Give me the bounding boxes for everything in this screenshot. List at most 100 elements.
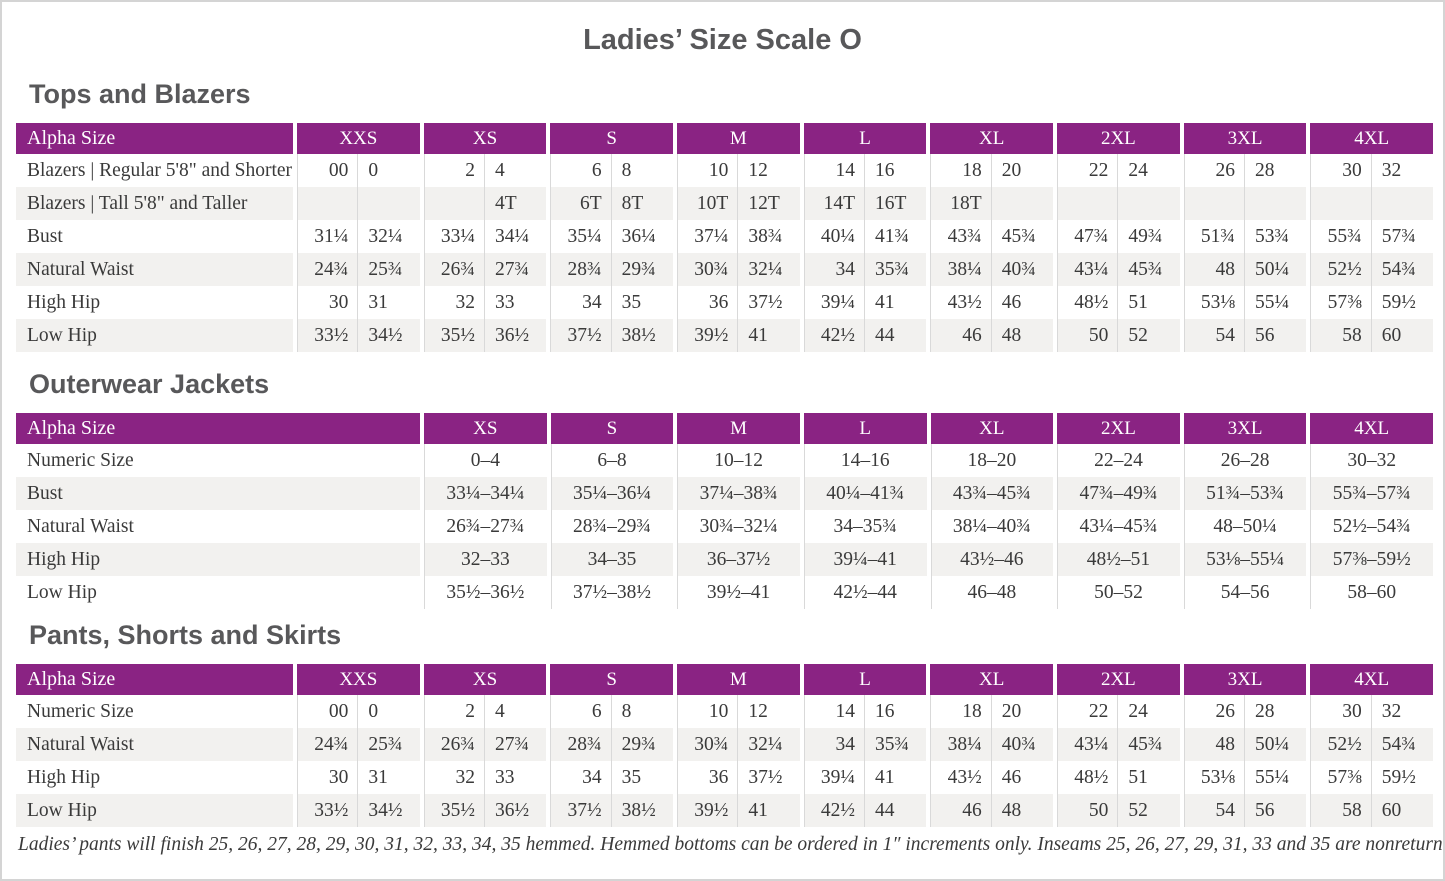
row-label: Low Hip bbox=[27, 581, 97, 603]
size-value-cell: 28¾ bbox=[550, 253, 612, 287]
size-value-cell: 31 bbox=[368, 766, 388, 788]
size-value-cell: 10 bbox=[677, 695, 739, 729]
size-value-cell: 35½–36½ bbox=[420, 576, 547, 610]
size-value-cell: 37½ bbox=[550, 794, 612, 828]
size-value-cell: 24¾ bbox=[297, 253, 359, 287]
size-value-cell: 28¾ bbox=[550, 728, 612, 762]
size-value-cell bbox=[358, 187, 419, 220]
size-value-cell: 43¼ bbox=[1057, 253, 1119, 287]
size-value-cell: 30 bbox=[297, 761, 359, 795]
size-value-cell: 8 bbox=[621, 700, 632, 722]
size-value-cell: 57¾ bbox=[1381, 225, 1416, 247]
size-value-cell: 26 bbox=[1184, 695, 1246, 729]
size-value-cell: 39½ bbox=[677, 319, 739, 353]
size-column-header: XS bbox=[419, 123, 547, 155]
size-value-cell: 37¼ bbox=[677, 220, 739, 254]
size-value-cell: 2 bbox=[424, 695, 485, 729]
section-heading-tops-and-blazers: Tops and Blazers bbox=[29, 79, 251, 110]
size-value-cell: 50–52 bbox=[1053, 576, 1180, 610]
size-column-header: XL bbox=[926, 123, 1054, 155]
size-value-cell: 35½ bbox=[424, 319, 485, 353]
size-value-cell: 36¼ bbox=[621, 225, 656, 247]
size-value-cell: 18 bbox=[930, 695, 992, 729]
size-value-cell bbox=[1057, 187, 1119, 221]
size-value-cell: 38¼ bbox=[930, 253, 992, 287]
size-value-cell: 46 bbox=[1001, 766, 1022, 788]
size-value-cell: 40¼ bbox=[804, 220, 866, 254]
size-group-cell: 57⅜ 59½ bbox=[1306, 761, 1433, 795]
size-group-cell bbox=[1179, 187, 1307, 221]
size-value-cell: 37¼–38¾ bbox=[673, 477, 800, 511]
size-group-cell: 43¾ 45¾ bbox=[926, 220, 1053, 254]
size-value-cell: 32–33 bbox=[420, 543, 547, 577]
table-row: Numeric Size 0–4 6–8 10–12 14–16 18–20 22–24 26… bbox=[16, 444, 1433, 478]
size-value-cell: 33½ bbox=[297, 319, 359, 353]
size-group-cell: 40¼ 41¾ bbox=[799, 220, 927, 254]
size-group-cell: 52½ 54¾ bbox=[1306, 253, 1433, 287]
size-value-cell: 30 bbox=[1310, 154, 1372, 188]
size-value-cell: 58 bbox=[1310, 794, 1372, 828]
size-value-cell: 6 bbox=[550, 695, 612, 729]
size-value-cell: 46 bbox=[930, 319, 992, 353]
size-group-cell: 53⅛ 55¼ bbox=[1179, 761, 1307, 795]
row-label: Natural Waist bbox=[27, 733, 134, 755]
size-value-cell: 56 bbox=[1255, 799, 1275, 821]
size-group-cell: 53⅛ 55¼ bbox=[1179, 286, 1307, 320]
size-value-cell: 26–28 bbox=[1179, 444, 1307, 478]
size-value-cell: 32¼ bbox=[748, 258, 783, 280]
size-value-cell: 0 bbox=[368, 700, 379, 722]
size-group-cell: 54 56 bbox=[1179, 319, 1307, 353]
size-group-cell: 58 60 bbox=[1306, 794, 1433, 828]
row-label: Numeric Size bbox=[27, 700, 134, 722]
size-value-cell: 18–20 bbox=[926, 444, 1054, 478]
size-value-cell: 55¼ bbox=[1255, 766, 1290, 788]
size-value-cell: 39½ bbox=[677, 794, 739, 828]
size-value-cell: 55¾ bbox=[1310, 220, 1372, 254]
size-value-cell: 16T bbox=[875, 192, 907, 214]
size-column-header: XXS bbox=[293, 664, 420, 696]
size-value-cell: 34 bbox=[550, 761, 612, 795]
size-value-cell: 55¼ bbox=[1255, 291, 1290, 313]
size-group-cell: 32 33 bbox=[419, 761, 547, 795]
size-group-cell: 32 33 bbox=[419, 286, 547, 320]
size-value-cell: 14–16 bbox=[799, 444, 927, 478]
size-column-header: S bbox=[546, 123, 674, 155]
size-group-cell: 50 52 bbox=[1053, 319, 1180, 353]
row-label: Low Hip bbox=[27, 324, 97, 346]
size-value-cell: 34 bbox=[550, 286, 612, 320]
size-group-cell: 22 24 bbox=[1053, 154, 1180, 188]
size-value-cell: 36 bbox=[677, 761, 739, 795]
size-column-header: L bbox=[799, 123, 927, 155]
size-value-cell bbox=[424, 187, 485, 221]
table-row: High Hip 30 31 32 33 34 35 36 37½ 39¼ 41 43½ 46 48½ 51… bbox=[16, 761, 1433, 795]
size-value-cell: 41 bbox=[875, 291, 895, 313]
size-value-cell: 57⅜ bbox=[1310, 286, 1372, 320]
size-value-cell: 14 bbox=[804, 695, 866, 729]
size-value-cell: 48 bbox=[1001, 799, 1022, 821]
size-group-cell: 42½ 44 bbox=[799, 319, 927, 353]
size-group-cell: 36 37½ bbox=[673, 286, 800, 320]
size-value-cell: 40¾ bbox=[1001, 258, 1036, 280]
size-value-cell: 60 bbox=[1381, 799, 1402, 821]
size-column-header: 4XL bbox=[1306, 664, 1434, 696]
size-value-cell: 54 bbox=[1184, 794, 1246, 828]
size-group-cell bbox=[293, 187, 420, 221]
size-group-cell: 35½ 36½ bbox=[419, 794, 547, 828]
size-value-cell: 12 bbox=[748, 159, 768, 181]
size-value-cell: 42½–44 bbox=[799, 576, 927, 610]
size-value-cell: 40¼–41¾ bbox=[799, 477, 927, 511]
size-value-cell: 37½ bbox=[748, 766, 783, 788]
size-value-cell: 33½ bbox=[297, 794, 359, 828]
size-group-cell: 30 32 bbox=[1306, 154, 1433, 188]
size-value-cell: 36–37½ bbox=[673, 543, 800, 577]
row-label: Natural Waist bbox=[27, 258, 134, 280]
size-value-cell: 32¼ bbox=[748, 733, 783, 755]
size-value-cell: 38½ bbox=[621, 799, 656, 821]
size-column-header: 3XL bbox=[1179, 664, 1307, 696]
size-value-cell: 24 bbox=[1128, 700, 1148, 722]
size-group-cell: 18T bbox=[926, 187, 1053, 221]
table-row: Natural Waist 24¾ 25¾ 26¾ 27¾ 28¾ 29¾ 30¾ 32¼ 34 3… bbox=[16, 728, 1433, 762]
size-value-cell: 48 bbox=[1184, 253, 1246, 287]
size-group-cell: 34 35 bbox=[546, 286, 673, 320]
size-value-cell: 16 bbox=[875, 700, 895, 722]
